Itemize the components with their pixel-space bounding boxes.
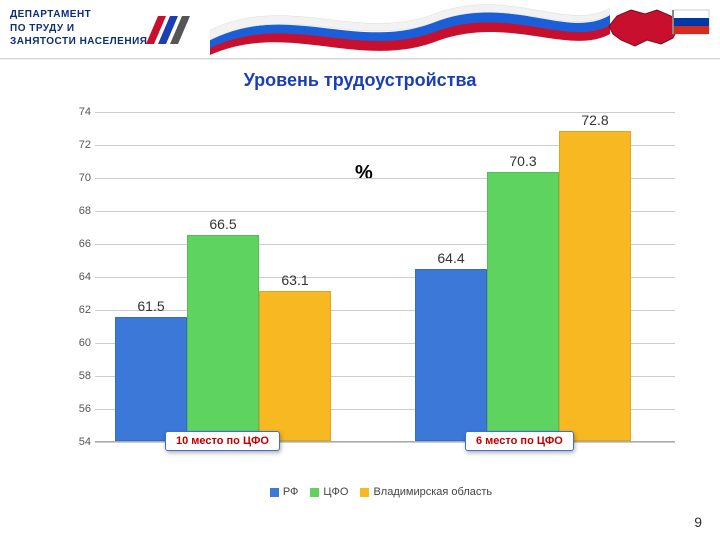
legend: РФ ЦФО Владимирская область (65, 486, 685, 498)
chart-title: Уровень трудоустройства (0, 70, 720, 91)
bar: 66.5 (187, 235, 259, 441)
bar-value-label: 72.8 (560, 112, 630, 128)
y-tick-label: 54 (67, 436, 91, 448)
bar: 64.4 (415, 269, 487, 441)
bar-value-label: 63.1 (260, 272, 330, 288)
y-tick-label: 56 (67, 403, 91, 415)
dept-line1: ДЕПАРТАМЕНТ (10, 8, 147, 22)
legend-label: ЦФО (323, 486, 348, 498)
y-tick-label: 60 (67, 337, 91, 349)
y-tick-label: 70 (67, 172, 91, 184)
plot-area: 545658606264666870727461.566.563.110 мес… (95, 112, 675, 442)
bar-value-label: 64.4 (416, 250, 486, 266)
y-tick-label: 66 (67, 238, 91, 250)
y-tick-label: 58 (67, 370, 91, 382)
rank-badge: 10 место по ЦФО (165, 431, 280, 451)
legend-swatch (270, 488, 279, 497)
header-divider (0, 58, 720, 60)
logo-icon (140, 10, 200, 50)
y-tick-label: 72 (67, 139, 91, 151)
legend-swatch (360, 488, 369, 497)
department-label: ДЕПАРТАМЕНТ ПО ТРУДУ И ЗАНЯТОСТИ НАСЕЛЕН… (10, 8, 147, 49)
dept-line3: ЗАНЯТОСТИ НАСЕЛЕНИЯ (10, 35, 147, 49)
y-tick-label: 62 (67, 304, 91, 316)
page-number: 9 (694, 514, 702, 530)
y-tick-label: 74 (67, 106, 91, 118)
legend-swatch (310, 488, 319, 497)
rank-badge: 6 место по ЦФО (465, 431, 574, 451)
legend-label: Владимирская область (373, 486, 492, 498)
header: ДЕПАРТАМЕНТ ПО ТРУДУ И ЗАНЯТОСТИ НАСЕЛЕН… (0, 0, 720, 62)
bar-group: 61.566.563.110 место по ЦФО (115, 112, 355, 441)
bar: 61.5 (115, 317, 187, 441)
region-map-icon (607, 4, 712, 56)
bar-value-label: 66.5 (188, 216, 258, 232)
bar-group: 64.470.372.86 место по ЦФО (415, 112, 655, 441)
bar: 63.1 (259, 291, 331, 441)
bar: 72.8 (559, 131, 631, 441)
bar-value-label: 70.3 (488, 153, 558, 169)
bar: 70.3 (487, 172, 559, 441)
bar-value-label: 61.5 (116, 298, 186, 314)
legend-label: РФ (283, 486, 299, 498)
dept-line2: ПО ТРУДУ И (10, 22, 147, 36)
y-tick-label: 64 (67, 271, 91, 283)
y-tick-label: 68 (67, 205, 91, 217)
employment-chart: 545658606264666870727461.566.563.110 мес… (65, 112, 685, 472)
ribbons-icon (210, 0, 610, 55)
